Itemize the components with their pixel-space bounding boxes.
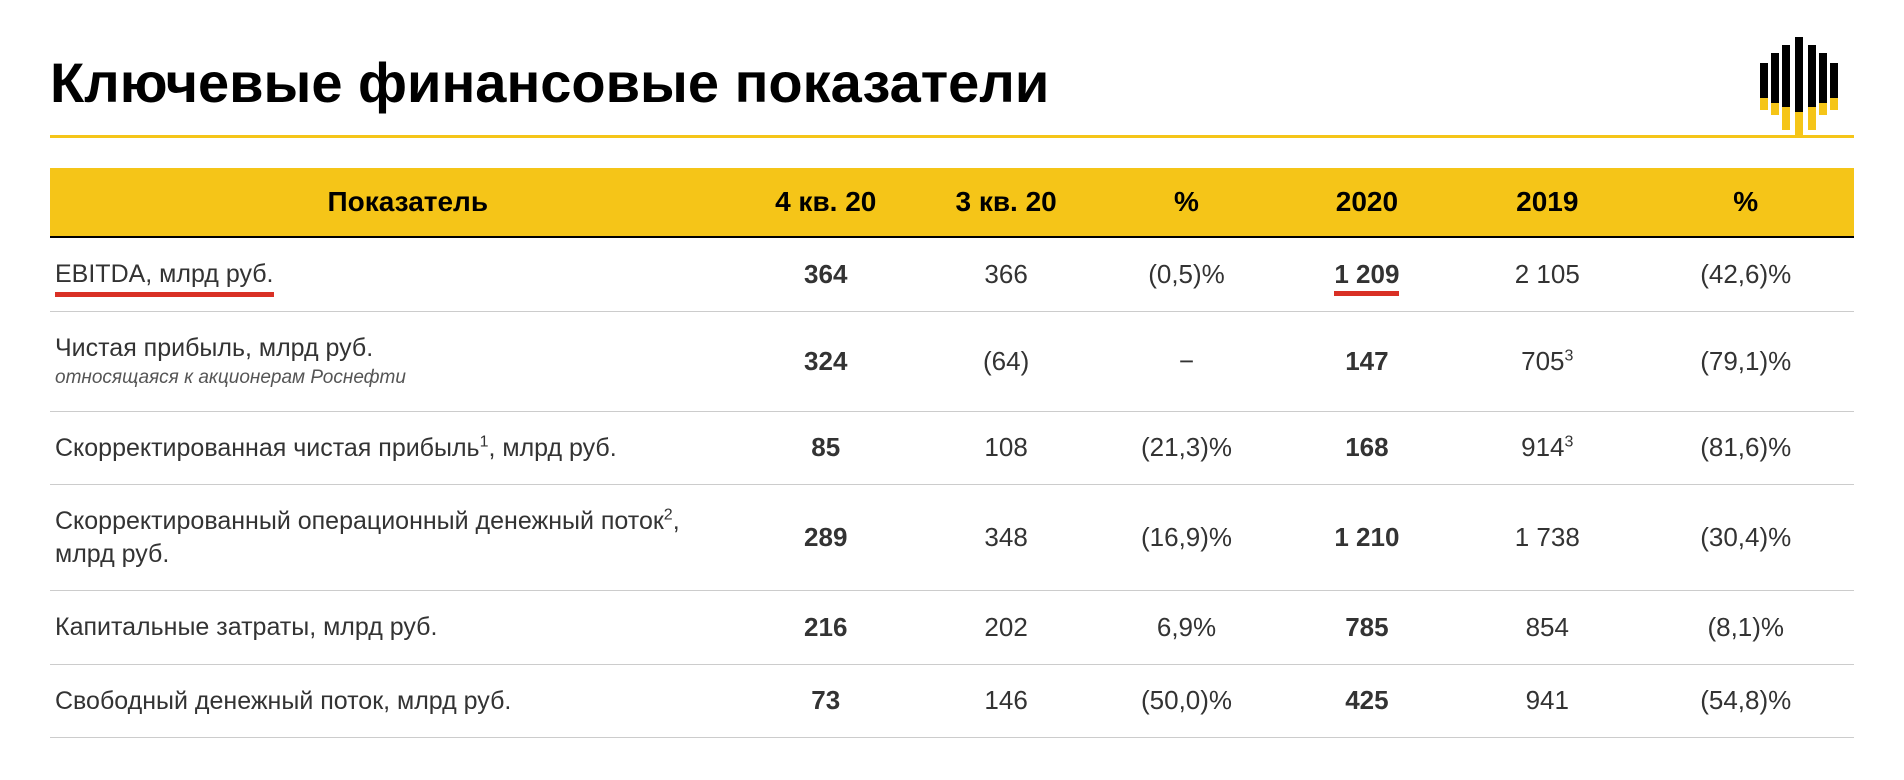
metric-cell: EBITDA, млрд руб. (50, 237, 736, 311)
col-pct2-header: % (1637, 168, 1854, 237)
pct1-cell: (16,9)% (1096, 485, 1276, 591)
divider (50, 135, 1854, 138)
q3-cell: 202 (916, 591, 1096, 665)
table-row: Чистая прибыль, млрд руб.относящаяся к а… (50, 311, 1854, 411)
table-header-row: Показатель 4 кв. 20 3 кв. 20 % 2020 2019… (50, 168, 1854, 237)
col-2020-header: 2020 (1277, 168, 1457, 237)
y2019-cell: 9143 (1457, 411, 1637, 485)
q4-cell: 73 (736, 664, 916, 738)
q4-cell: 324 (736, 311, 916, 411)
q3-cell: (64) (916, 311, 1096, 411)
col-q3-header: 3 кв. 20 (916, 168, 1096, 237)
pct1-cell: − (1096, 311, 1276, 411)
y2020-cell: 425 (1277, 664, 1457, 738)
y2019-cell: 941 (1457, 664, 1637, 738)
pct2-cell: (79,1)% (1637, 311, 1854, 411)
y2019-cell: 7053 (1457, 311, 1637, 411)
page-title: Ключевые финансовые показатели (50, 50, 1049, 115)
y2019-cell: 2 105 (1457, 237, 1637, 311)
header: Ключевые финансовые показатели (50, 50, 1854, 115)
pct2-cell: (30,4)% (1637, 485, 1854, 591)
q4-cell: 85 (736, 411, 916, 485)
col-2019-header: 2019 (1457, 168, 1637, 237)
y2019-cell: 854 (1457, 591, 1637, 665)
y2020-cell: 785 (1277, 591, 1457, 665)
table-row: Свободный денежный поток, млрд руб.73146… (50, 664, 1854, 738)
y2020-cell: 147 (1277, 311, 1457, 411)
metric-cell: Капитальные затраты, млрд руб. (50, 591, 736, 665)
table-row: EBITDA, млрд руб.364366(0,5)%1 2092 105(… (50, 237, 1854, 311)
q4-cell: 289 (736, 485, 916, 591)
pct2-cell: (8,1)% (1637, 591, 1854, 665)
q3-cell: 146 (916, 664, 1096, 738)
financial-table: Показатель 4 кв. 20 3 кв. 20 % 2020 2019… (50, 168, 1854, 738)
q4-cell: 364 (736, 237, 916, 311)
pct2-cell: (54,8)% (1637, 664, 1854, 738)
company-logo-icon (1754, 35, 1844, 135)
q3-cell: 108 (916, 411, 1096, 485)
y2020-cell: 1 210 (1277, 485, 1457, 591)
y2020-cell: 168 (1277, 411, 1457, 485)
table-row: Капитальные затраты, млрд руб.2162026,9%… (50, 591, 1854, 665)
pct1-cell: (0,5)% (1096, 237, 1276, 311)
metric-cell: Скорректированная чистая прибыль1, млрд … (50, 411, 736, 485)
metric-cell: Скорректированный операционный денежный … (50, 485, 736, 591)
table-row: Скорректированный операционный денежный … (50, 485, 1854, 591)
q3-cell: 348 (916, 485, 1096, 591)
q3-cell: 366 (916, 237, 1096, 311)
col-pct1-header: % (1096, 168, 1276, 237)
col-metric-header: Показатель (50, 168, 736, 237)
pct2-cell: (42,6)% (1637, 237, 1854, 311)
metric-cell: Свободный денежный поток, млрд руб. (50, 664, 736, 738)
pct1-cell: (21,3)% (1096, 411, 1276, 485)
y2019-cell: 1 738 (1457, 485, 1637, 591)
col-q4-header: 4 кв. 20 (736, 168, 916, 237)
pct1-cell: (50,0)% (1096, 664, 1276, 738)
q4-cell: 216 (736, 591, 916, 665)
y2020-cell: 1 209 (1277, 237, 1457, 311)
pct1-cell: 6,9% (1096, 591, 1276, 665)
table-row: Скорректированная чистая прибыль1, млрд … (50, 411, 1854, 485)
metric-cell: Чистая прибыль, млрд руб.относящаяся к а… (50, 311, 736, 411)
pct2-cell: (81,6)% (1637, 411, 1854, 485)
